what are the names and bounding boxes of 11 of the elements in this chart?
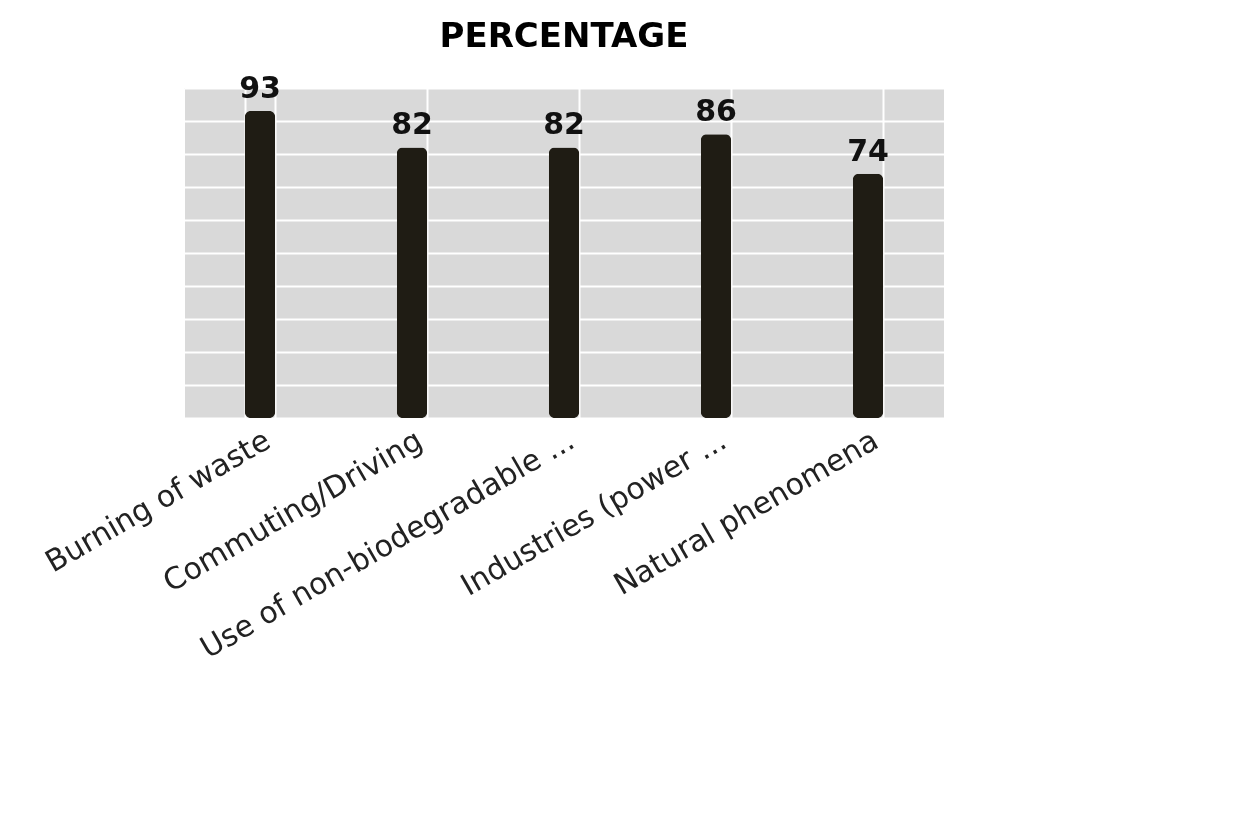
data-label: 74 [847, 132, 889, 168]
chart-title: PERCENTAGE [439, 15, 689, 56]
bar [244, 111, 276, 418]
bar [548, 147, 580, 418]
bar [700, 134, 732, 418]
data-label: 82 [543, 106, 585, 142]
data-label: 86 [695, 93, 737, 129]
data-label: 93 [239, 70, 281, 106]
data-label: 82 [391, 106, 433, 142]
bar [396, 147, 428, 418]
bar [852, 173, 884, 418]
